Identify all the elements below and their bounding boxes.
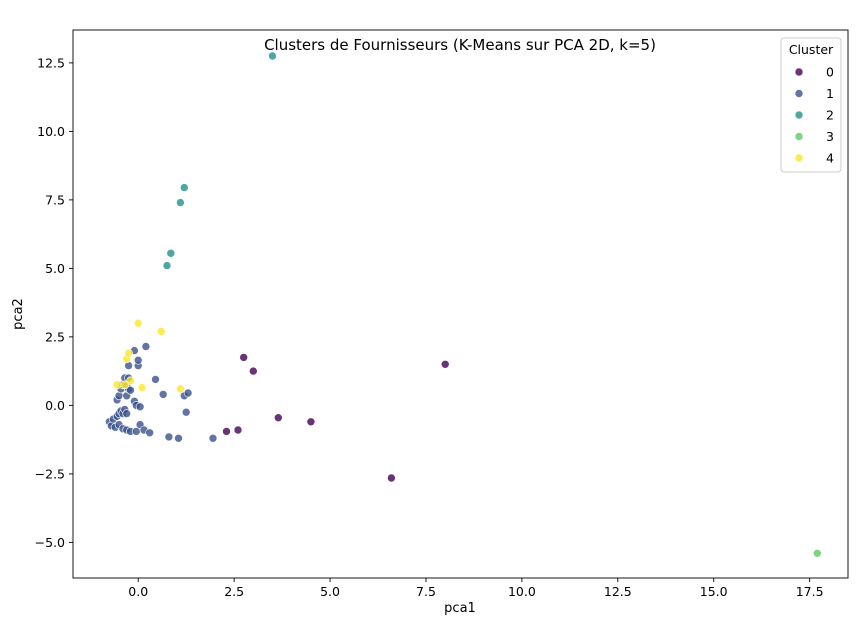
legend-label: 4 — [826, 151, 834, 166]
series-cluster-0 — [222, 353, 450, 483]
data-point — [273, 413, 283, 423]
data-point — [176, 198, 185, 207]
data-point — [145, 428, 154, 438]
legend: Cluster 0 1 2 3 4 — [780, 37, 842, 173]
y-tick-label: 2.5 — [45, 329, 65, 344]
y-tick-label: 7.5 — [45, 192, 65, 207]
y-tick-label: 10.0 — [37, 124, 65, 139]
data-point — [126, 385, 135, 395]
data-point — [208, 433, 218, 443]
legend-marker — [794, 67, 804, 77]
data-point — [162, 261, 172, 270]
legend-label: 0 — [826, 65, 834, 80]
y-tick-label: −5.0 — [35, 535, 65, 550]
data-point — [164, 432, 174, 442]
legend-label: 2 — [826, 108, 834, 123]
legend-marker — [794, 110, 804, 120]
data-point — [133, 355, 143, 365]
y-tick-label: 12.5 — [37, 55, 65, 70]
legend-marker — [794, 89, 804, 98]
axes-layer: 0.0 2.5 5.0 7.5 10.0 12.5 15.0 17.5−5.0−2.50.02… — [35, 29, 849, 599]
data-point — [222, 427, 231, 436]
y-tick-label: 0.0 — [45, 398, 65, 413]
data-point — [233, 425, 243, 435]
x-tick-label: 10.0 — [508, 584, 536, 599]
data-point — [141, 342, 151, 351]
legend-label: 1 — [826, 86, 834, 101]
chart-title: Clusters de Fournisseurs (K-Means sur PC… — [264, 36, 656, 54]
data-point — [239, 353, 248, 362]
plot-frame — [72, 29, 849, 579]
data-point — [122, 409, 131, 418]
data-point — [174, 433, 183, 443]
data-point — [268, 51, 277, 61]
y-tick-label: 5.0 — [45, 261, 65, 276]
data-point — [124, 348, 133, 358]
data-point — [120, 380, 130, 390]
data-point — [137, 383, 147, 392]
data-point — [812, 548, 822, 558]
data-point — [183, 388, 193, 398]
x-tick-label: 15.0 — [700, 584, 728, 599]
x-tick-label: 12.5 — [604, 584, 632, 599]
data-point — [112, 380, 122, 390]
legend-marker — [794, 132, 804, 141]
data-point — [440, 359, 450, 369]
data-point — [151, 375, 160, 384]
series-cluster-4 — [112, 318, 185, 394]
data-point — [166, 249, 176, 258]
data-point — [180, 183, 189, 192]
x-tick-label: 2.5 — [224, 584, 244, 599]
y-tick-label: −2.5 — [35, 466, 65, 481]
data-point — [181, 407, 191, 417]
data-point — [387, 473, 396, 483]
data-point — [156, 327, 166, 336]
x-axis-label: pca1 — [444, 601, 476, 616]
x-tick-label: 5.0 — [320, 584, 340, 599]
data-point — [135, 402, 145, 412]
series-cluster-3 — [812, 548, 822, 558]
legend-marker — [794, 153, 804, 163]
data-point — [176, 384, 185, 394]
x-tick-label: 0.0 — [128, 584, 148, 599]
legend-label: 3 — [826, 129, 834, 144]
legend-title: Cluster — [789, 42, 834, 57]
data-point — [158, 390, 168, 399]
points-layer — [105, 51, 822, 558]
y-axis-label: pca2 — [11, 298, 26, 330]
x-tick-label: 7.5 — [416, 584, 436, 599]
data-point — [133, 318, 143, 328]
data-point — [306, 417, 316, 427]
data-point — [249, 366, 258, 376]
x-tick-label: 17.5 — [796, 584, 824, 599]
series-cluster-2 — [162, 51, 277, 270]
